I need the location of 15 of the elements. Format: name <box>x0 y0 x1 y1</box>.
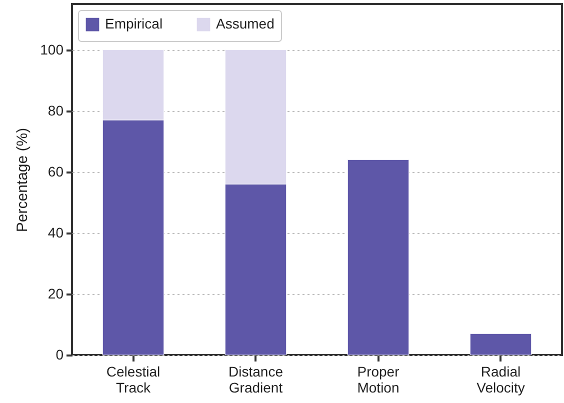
y-tick-label: 20 <box>48 285 64 302</box>
y-tick-label: 80 <box>48 102 64 118</box>
bar <box>347 159 410 356</box>
x-tick-label: Radial Velocity <box>476 364 525 396</box>
y-tick-label: 60 <box>48 163 64 180</box>
legend-label: Assumed <box>216 16 274 32</box>
x-tick-label: Proper Motion <box>357 364 400 396</box>
bar <box>470 333 532 356</box>
x-tick-label: Celestial Track <box>106 364 160 396</box>
legend-label: Empirical <box>105 16 163 32</box>
x-tick-label: Distance Gradient <box>228 364 284 396</box>
y-tick-label: 100 <box>40 41 64 58</box>
y-axis-title: Percentage (%) <box>14 128 32 232</box>
y-tick-label: 40 <box>48 224 64 240</box>
y-tick-label: 0 <box>56 346 64 362</box>
